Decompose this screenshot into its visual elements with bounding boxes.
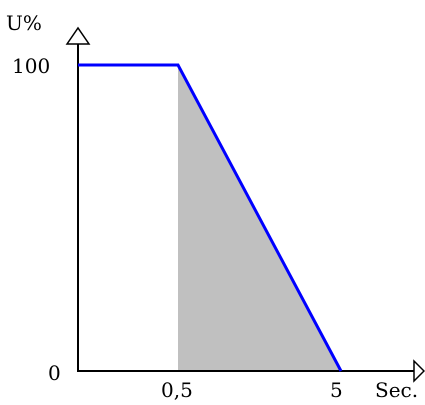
x-tick-label-0-5: 0,5 [161, 378, 193, 402]
y-tick-label-0: 0 [48, 361, 61, 385]
y-axis-label: U% [6, 11, 42, 35]
x-tick-label-5: 5 [330, 378, 343, 402]
series-line [78, 63, 343, 372]
x-axis-arrow-icon [413, 359, 425, 383]
x-axis-label: Sec. [375, 378, 418, 402]
y-tick-label-100: 100 [12, 54, 50, 78]
y-axis-arrow-icon [65, 26, 91, 45]
